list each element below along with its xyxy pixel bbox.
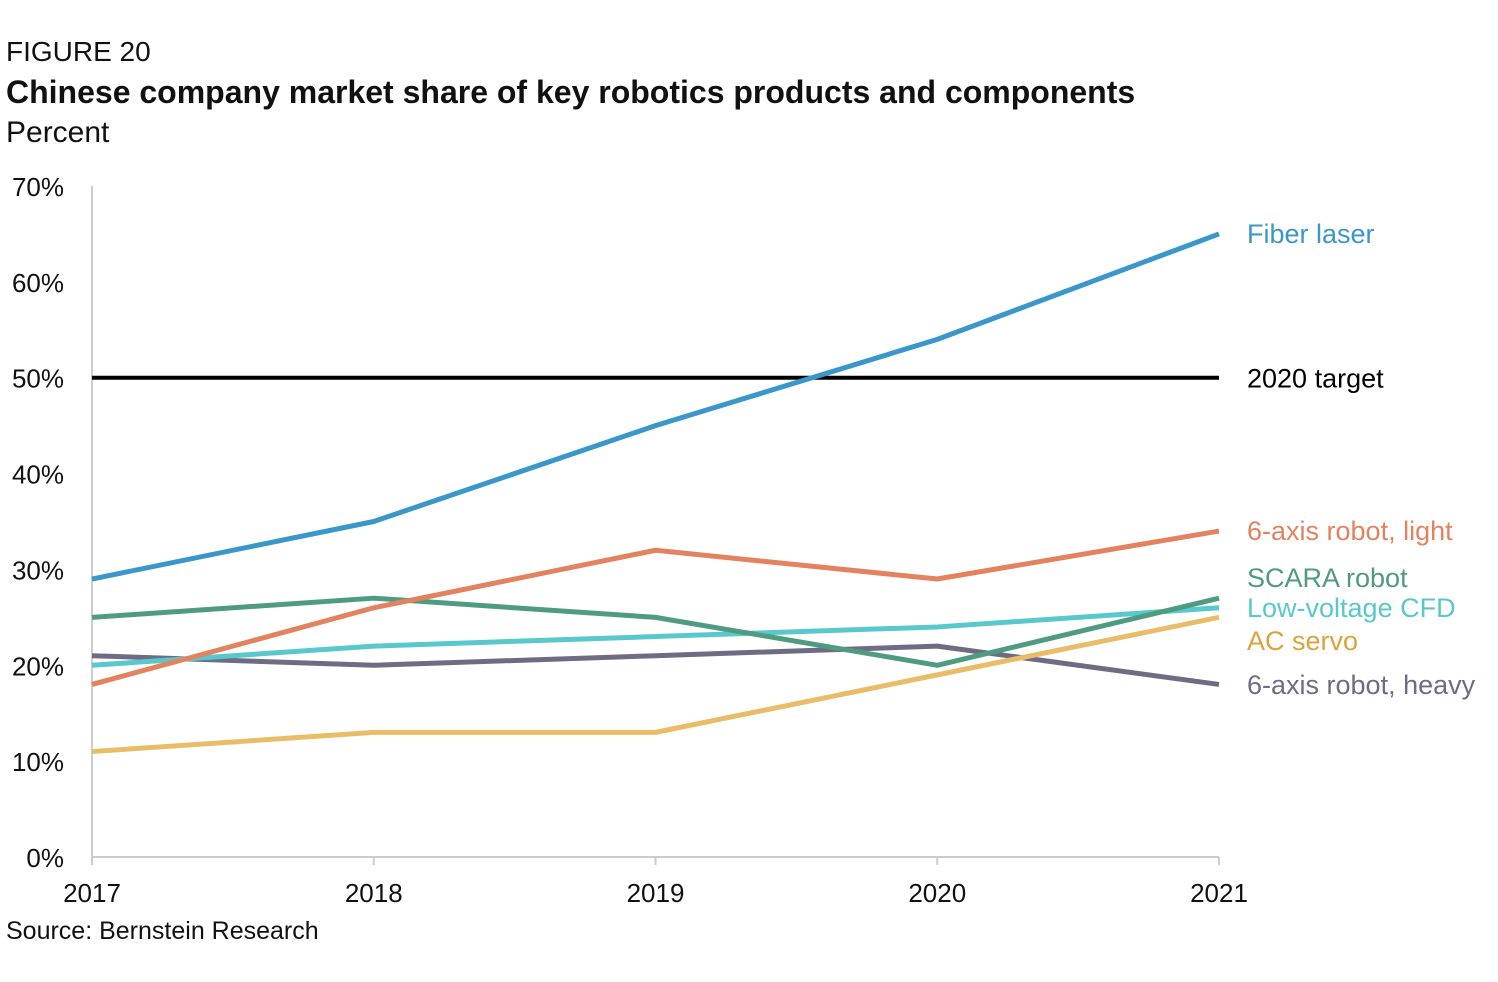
x-tick-label: 2020	[908, 878, 966, 908]
y-tick-label: 0%	[26, 843, 64, 873]
y-tick-label: 40%	[12, 460, 64, 490]
reference-line-label: 2020 target	[1247, 364, 1384, 394]
x-tick-label: 2021	[1190, 878, 1248, 908]
y-tick-label: 10%	[12, 747, 64, 777]
y-tick-label: 70%	[12, 172, 64, 202]
series-label-fiber-laser: Fiber laser	[1247, 219, 1375, 249]
series-line-scara-robot	[91, 595, 1220, 668]
y-tick-label: 20%	[12, 651, 64, 681]
y-tick-label: 50%	[12, 364, 64, 394]
series-labels: 2020 target Fiber laser 6-axis robot, ligh…	[1247, 219, 1476, 700]
series-label-ac-servo: AC servo	[1247, 626, 1358, 656]
figure-label: FIGURE 20	[6, 36, 151, 67]
chart-axes: 0% 10% 20% 30% 40% 50% 60% 70% 2017 2018 2019 2020 2…	[12, 172, 1248, 908]
series-line-6-axis-robot-light	[91, 528, 1220, 687]
y-tick-label: 60%	[12, 268, 64, 298]
series-line-low-voltage-cfd	[91, 605, 1220, 668]
chart-title: Chinese company market share of key robo…	[6, 74, 1136, 110]
series-label-6-axis-robot-light: 6-axis robot, light	[1247, 516, 1453, 546]
series-lines	[91, 231, 1220, 755]
x-tick-label: 2018	[345, 878, 403, 908]
series-label-scara-robot: SCARA robot	[1247, 563, 1408, 593]
series-line-6-axis-robot-heavy	[91, 643, 1220, 687]
series-line-fiber-laser	[91, 231, 1220, 582]
x-tick-label: 2017	[63, 878, 121, 908]
series-label-6-axis-robot-heavy: 6-axis robot, heavy	[1247, 670, 1476, 700]
x-tick-label: 2019	[627, 878, 685, 908]
series-line-ac-servo	[91, 614, 1220, 755]
source-note: Source: Bernstein Research	[6, 917, 319, 945]
series-label-low-voltage-cfd: Low-voltage CFD	[1247, 593, 1456, 623]
chart-subtitle: Percent	[6, 116, 110, 149]
y-tick-label: 30%	[12, 555, 64, 585]
